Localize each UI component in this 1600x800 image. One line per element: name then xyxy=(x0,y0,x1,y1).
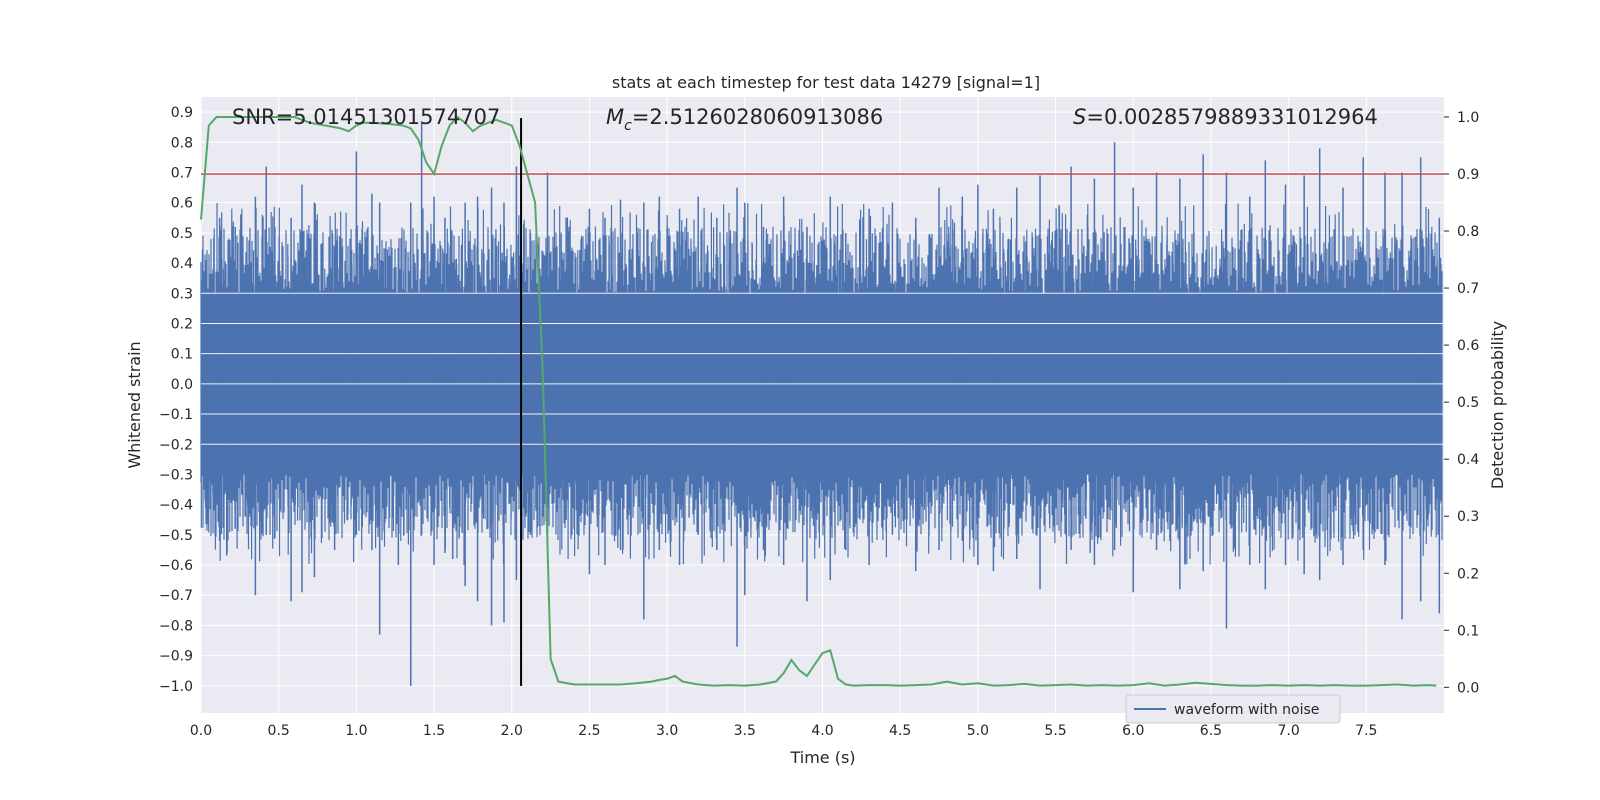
x-tick-label: 0.0 xyxy=(190,723,212,739)
y-tick-label: 0.9 xyxy=(171,105,193,121)
s-value: =0.0028579889331012964 xyxy=(1086,105,1378,129)
y2-tick-label: 0.4 xyxy=(1457,452,1479,468)
x-tick-label: 1.5 xyxy=(423,723,445,739)
y-tick-label: 0.6 xyxy=(171,196,193,212)
y-tick-label: −0.3 xyxy=(159,467,193,483)
plot-area-group xyxy=(200,97,1444,713)
x-tick-label: 5.5 xyxy=(1044,723,1066,739)
chart-title: stats at each timestep for test data 142… xyxy=(612,73,1040,92)
x-tick-label: 2.0 xyxy=(501,723,523,739)
y-tick-label: −1.0 xyxy=(159,679,193,695)
legend-box xyxy=(1125,694,1341,724)
y-axis-label: Whitened strain xyxy=(125,341,144,468)
y-tick-label: −0.2 xyxy=(159,437,193,453)
mc-subscript: c xyxy=(624,118,632,134)
y2-tick-label: 0.7 xyxy=(1457,281,1479,297)
x-tick-label: 0.5 xyxy=(268,723,290,739)
y-tick-label: −0.4 xyxy=(159,498,193,514)
overlay-layer xyxy=(200,115,1444,687)
y-tick-label: −0.1 xyxy=(159,407,193,423)
x-tick-label: 2.5 xyxy=(578,723,600,739)
s-annotation: S=0.0028579889331012964 xyxy=(1073,105,1378,129)
y2-tick-label: 0.5 xyxy=(1457,395,1479,411)
mc-symbol: M xyxy=(606,105,624,129)
y-tick-label: 0.4 xyxy=(171,256,193,272)
y-tick-label: 0.3 xyxy=(171,286,193,302)
y-tick-label: −0.7 xyxy=(159,588,193,604)
y-tick-label: 0.2 xyxy=(171,316,193,332)
detection-probability-line xyxy=(200,115,1437,687)
y-tick-label: 0.0 xyxy=(171,377,193,393)
x-tick-label: 3.0 xyxy=(656,723,678,739)
mc-value: =2.5126028060913086 xyxy=(632,105,883,129)
y2-tick-label: 0.0 xyxy=(1457,680,1479,696)
legend: waveform with noise xyxy=(1125,694,1341,724)
x-tick-label: 3.5 xyxy=(734,723,756,739)
y2-tick-label: 1.0 xyxy=(1457,110,1479,126)
y-tick-label: 0.8 xyxy=(171,135,193,151)
legend-label-waveform: waveform with noise xyxy=(1174,702,1319,718)
s-symbol: S xyxy=(1073,105,1086,129)
x-axis-label: Time (s) xyxy=(789,748,855,767)
y2-tick-label: 0.6 xyxy=(1457,338,1479,354)
y-tick-label: −0.8 xyxy=(159,618,193,634)
mc-annotation: Mc=2.5126028060913086 xyxy=(606,105,883,134)
y-tick-label: −0.5 xyxy=(159,528,193,544)
y2-tick-label: 0.8 xyxy=(1457,224,1479,240)
x-tick-label: 6.5 xyxy=(1200,723,1222,739)
x-tick-label: 7.5 xyxy=(1355,723,1377,739)
y-tick-label: −0.9 xyxy=(159,649,193,665)
y-tick-label: 0.1 xyxy=(171,347,193,363)
x-tick-label: 5.0 xyxy=(967,723,989,739)
y2-tick-label: 0.2 xyxy=(1457,566,1479,582)
snr-annotation: SNR=5.01451301574707 xyxy=(232,105,500,129)
x-tick-label: 4.0 xyxy=(811,723,833,739)
series-layer xyxy=(200,121,1444,686)
y2-tick-label: 0.9 xyxy=(1457,167,1479,183)
x-tick-label: 6.0 xyxy=(1122,723,1144,739)
y-tick-label: −0.6 xyxy=(159,558,193,574)
y2-tick-label: 0.3 xyxy=(1457,509,1479,525)
x-tick-label: 7.0 xyxy=(1277,723,1299,739)
ticks-layer: 0.0 0.5 1.0 1.5 2.0 2.5 3.0 3.5 4.0 4.5 5.0 5.5 6.0 6… xyxy=(159,105,1479,739)
y2-axis-label: Detection probability xyxy=(1488,321,1507,489)
y2-tick-label: 0.1 xyxy=(1457,623,1479,639)
x-tick-label: 1.0 xyxy=(345,723,367,739)
x-tick-label: 4.5 xyxy=(889,723,911,739)
y-tick-label: 0.5 xyxy=(171,226,193,242)
y-tick-label: 0.7 xyxy=(171,165,193,181)
